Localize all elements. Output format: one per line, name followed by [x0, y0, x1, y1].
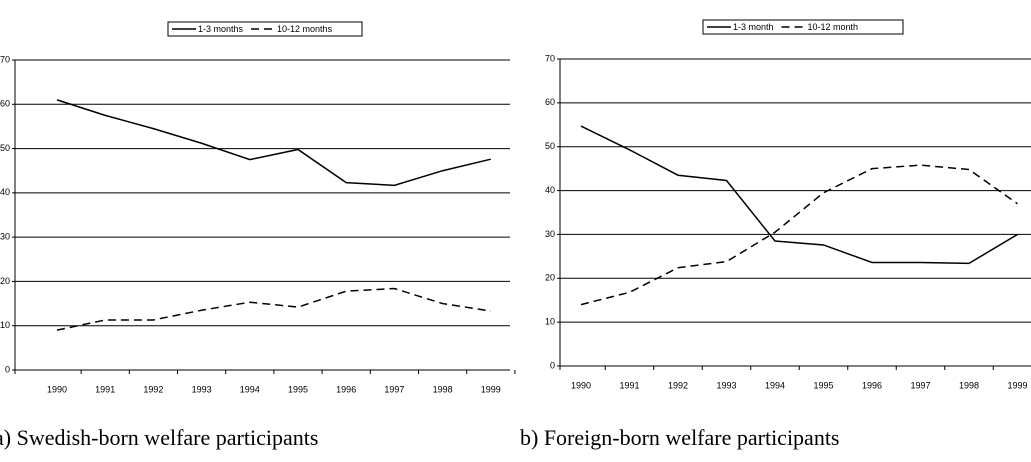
- x-tick-label: 1996: [336, 384, 356, 394]
- y-tick-label: 40: [545, 185, 555, 195]
- legend: 1-3 months 10-12 months: [167, 21, 363, 37]
- legend-box: [702, 19, 904, 35]
- y-tick-label: 40: [0, 187, 10, 197]
- x-tick-label: 1991: [95, 384, 115, 394]
- y-tick-label: 60: [545, 97, 555, 107]
- y-tick-label: 30: [545, 229, 555, 239]
- x-tick-label: 1997: [910, 380, 930, 390]
- caption: b) Foreign-born welfare participants: [520, 425, 840, 450]
- y-tick-label: 20: [545, 273, 555, 283]
- x-tick-label: 1999: [1007, 380, 1027, 390]
- series-line: [56, 287, 491, 331]
- x-tick-label: 1992: [143, 384, 163, 394]
- x-tick-label: 1997: [384, 384, 404, 394]
- y-tick-label: 10: [545, 317, 555, 327]
- x-tick-label: 1995: [813, 380, 833, 390]
- x-tick-label: 1994: [240, 384, 260, 394]
- series-line: [580, 125, 1018, 265]
- series-line: [56, 99, 491, 187]
- y-tick-label: 70: [0, 54, 10, 64]
- caption: a) Swedish-born welfare participants: [0, 425, 318, 450]
- x-tick-label: 1993: [716, 380, 736, 390]
- y-tick-label: 60: [0, 99, 10, 109]
- x-tick-label: 1991: [619, 380, 639, 390]
- y-tick-label: 20: [0, 276, 10, 286]
- legend: 1-3 month 10-12 month: [702, 19, 904, 35]
- y-tick-label: 10: [0, 320, 10, 330]
- x-tick-label: 1990: [47, 384, 67, 394]
- x-tick-label: 1998: [959, 380, 979, 390]
- x-tick-label: 1994: [765, 380, 785, 390]
- x-tick-label: 1995: [288, 384, 308, 394]
- x-tick-label: 1998: [433, 384, 453, 394]
- x-tick-label: 1993: [192, 384, 212, 394]
- series-line: [580, 164, 1018, 306]
- y-tick-label: 30: [0, 232, 10, 242]
- y-tick-label: 0: [550, 360, 555, 370]
- y-tick-label: 0: [5, 364, 10, 374]
- y-tick-label: 70: [545, 53, 555, 63]
- legend-label: 1-3 month: [733, 22, 774, 32]
- x-tick-label: 1999: [481, 384, 501, 394]
- x-tick-label: 1990: [571, 380, 591, 390]
- x-tick-label: 1996: [862, 380, 882, 390]
- y-tick-label: 50: [545, 141, 555, 151]
- x-tick-label: 1992: [668, 380, 688, 390]
- legend-label: 10-12 month: [808, 22, 859, 32]
- legend-label: 1-3 months: [198, 24, 244, 34]
- legend-label: 10-12 months: [277, 24, 333, 34]
- y-tick-label: 50: [0, 143, 10, 153]
